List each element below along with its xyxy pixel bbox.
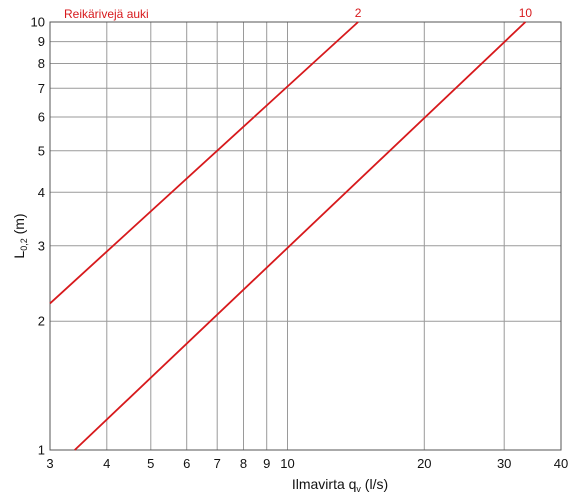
- series-label-2: 2: [355, 6, 362, 20]
- x-tick-label: 40: [554, 456, 568, 471]
- y-axis-label: L0,2 (m): [11, 213, 29, 258]
- y-tick-label: 4: [38, 185, 45, 200]
- y-tick-label: 8: [38, 56, 45, 71]
- y-tick-label: 3: [38, 238, 45, 253]
- series-layer: [49, 21, 527, 451]
- x-axis-label: Ilmavirta qv (l/s): [292, 476, 388, 494]
- series-line-2: [49, 21, 359, 305]
- x-tick-label: 3: [46, 456, 53, 471]
- annotation-label: Reikärivejä auki: [64, 7, 149, 21]
- x-tick-label: 6: [183, 456, 190, 471]
- series-line-10: [74, 21, 527, 451]
- y-tick-label: 9: [38, 34, 45, 49]
- y-tick-label: 7: [38, 81, 45, 96]
- plot-frame: [49, 21, 562, 451]
- grid: [49, 21, 562, 451]
- x-tick-label: 30: [497, 456, 511, 471]
- x-tick-label: 5: [147, 456, 154, 471]
- x-tick-label: 9: [263, 456, 270, 471]
- x-tick-label: 8: [240, 456, 247, 471]
- y-tick-label: 10: [31, 15, 45, 30]
- x-tick-label: 10: [280, 456, 294, 471]
- x-tick-label: 4: [103, 456, 110, 471]
- x-tick-label: 7: [214, 456, 221, 471]
- x-tick-label: 20: [417, 456, 431, 471]
- y-tick-label: 6: [38, 110, 45, 125]
- series-label-10: 10: [519, 6, 533, 20]
- y-tick-label: 1: [38, 443, 45, 458]
- series-labels: 2 10: [355, 6, 533, 20]
- tick-labels: 3 4 5 6 7 8 9 10 20 30 40 1 2 3 4 5 6 7 8 9 10: [31, 15, 569, 472]
- y-tick-label: 5: [38, 143, 45, 158]
- y-tick-label: 2: [38, 314, 45, 329]
